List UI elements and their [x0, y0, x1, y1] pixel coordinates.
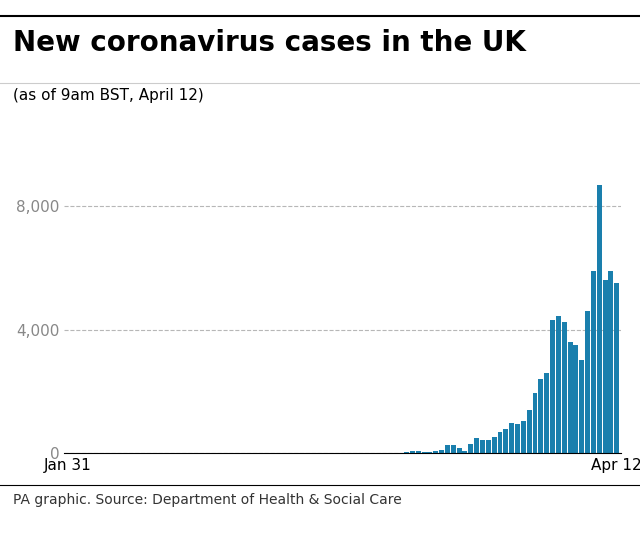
Bar — [596, 184, 602, 453]
Bar — [451, 446, 456, 453]
Bar — [428, 451, 433, 453]
Bar — [550, 320, 555, 453]
Bar — [579, 360, 584, 453]
Text: PA graphic. Source: Department of Health & Social Care: PA graphic. Source: Department of Health… — [13, 493, 401, 507]
Bar — [614, 284, 619, 453]
Bar — [474, 438, 479, 453]
Text: New coronavirus cases in the UK: New coronavirus cases in the UK — [13, 29, 525, 58]
Bar — [573, 345, 579, 453]
Bar — [468, 444, 474, 453]
Bar — [416, 451, 420, 453]
Bar — [433, 450, 438, 453]
Bar — [603, 280, 607, 453]
Bar — [463, 450, 467, 453]
Bar — [445, 445, 450, 453]
Bar — [568, 342, 573, 453]
Bar — [410, 450, 415, 453]
Bar — [503, 429, 508, 453]
Bar — [609, 271, 613, 453]
Bar — [486, 440, 491, 453]
Bar — [532, 393, 538, 453]
Bar — [497, 432, 502, 453]
Bar — [480, 440, 485, 453]
Bar — [457, 448, 461, 453]
Bar — [527, 410, 532, 453]
Bar — [585, 311, 590, 453]
Bar — [515, 424, 520, 453]
Bar — [492, 437, 497, 453]
Bar — [562, 322, 566, 453]
Bar — [544, 373, 549, 453]
Bar — [591, 271, 596, 453]
Bar — [509, 423, 514, 453]
Bar — [556, 316, 561, 453]
Bar — [422, 452, 427, 453]
Text: (as of 9am BST, April 12): (as of 9am BST, April 12) — [13, 88, 204, 103]
Bar — [538, 379, 543, 453]
Bar — [521, 421, 526, 453]
Bar — [439, 450, 444, 453]
Bar — [404, 451, 409, 453]
